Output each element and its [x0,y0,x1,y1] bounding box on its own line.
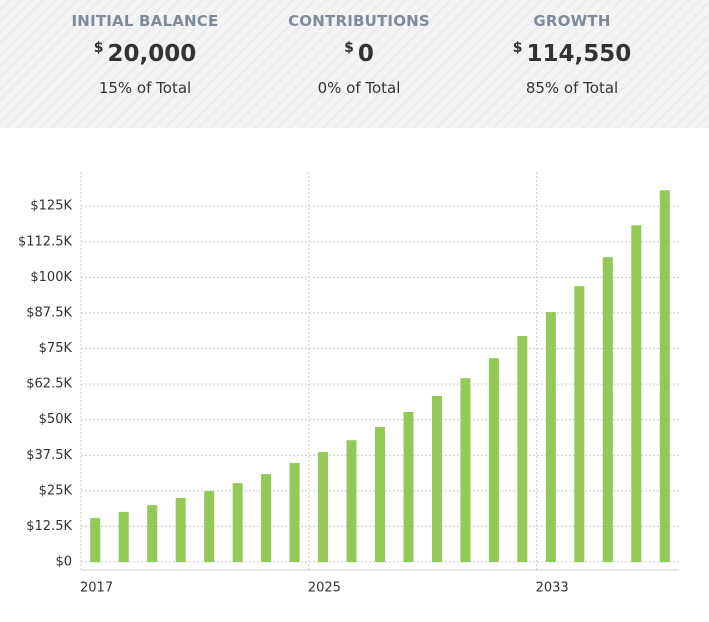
stat-share: 15% of Total [98,79,192,97]
y-tick-label: $0 [55,555,72,570]
bar [460,378,471,562]
bar [90,518,101,562]
stat-share: 0% of Total [317,79,401,97]
bar [175,497,186,562]
bar [574,286,585,562]
stat: GROWTH $114,550 85% of Total [465,12,679,97]
y-tick-label: $87.5K [26,305,72,320]
y-tick-label: $62.5K [26,377,72,392]
bar [659,190,670,562]
stat-value-row: $114,550 [465,40,679,67]
bar [147,505,158,562]
currency-symbol: $ [344,40,354,56]
stat-value: 20,000 [107,41,197,67]
y-tick-label: $125K [30,199,72,214]
stat-share: 85% of Total [525,79,619,97]
bar [346,440,357,562]
bar [318,452,329,562]
y-tick-label: $25K [39,483,73,498]
currency-symbol: $ [512,40,523,56]
stat-label: INITIAL BALANCE [71,12,219,30]
bar [488,358,499,562]
stat-value: 114,550 [526,41,632,67]
bar [232,483,243,562]
stat-value-row: $0 [252,40,466,67]
bar [431,396,442,562]
bar [545,312,556,562]
bar [602,257,613,562]
stat-label: GROWTH [533,12,611,30]
stat: CONTRIBUTIONS $0 0% of Total [252,12,466,97]
x-tick-label: 2033 [536,581,569,596]
bar [261,474,272,562]
y-tick-label: $50K [39,412,73,427]
stat-value-row: $20,000 [38,40,252,67]
y-tick-label: $112.5K [18,234,72,249]
x-tick-label: 2017 [80,581,113,596]
bar [289,462,300,562]
y-tick-label: $100K [30,270,72,285]
y-tick-label: $75K [39,341,73,356]
bar [375,427,385,562]
chart: $0 $12.5K $25K $37.5K $50K $62.5K $75K $87.5K $1… [18,172,679,596]
x-tick-label: 2025 [308,581,341,596]
bar [517,335,528,562]
bar [403,411,414,562]
bar [204,491,215,562]
bar [118,511,129,562]
stat: INITIAL BALANCE $20,000 15% of Total [38,12,252,97]
stat-label: CONTRIBUTIONS [288,12,430,30]
y-tick-label: $12.5K [26,519,72,534]
summary-header: INITIAL BALANCE $20,000 15% of Total CONTRI… [0,0,709,128]
y-tick-label: $37.5K [26,448,72,463]
currency-symbol: $ [93,40,104,56]
stat-value: 0 [357,41,374,67]
bar [631,225,642,562]
